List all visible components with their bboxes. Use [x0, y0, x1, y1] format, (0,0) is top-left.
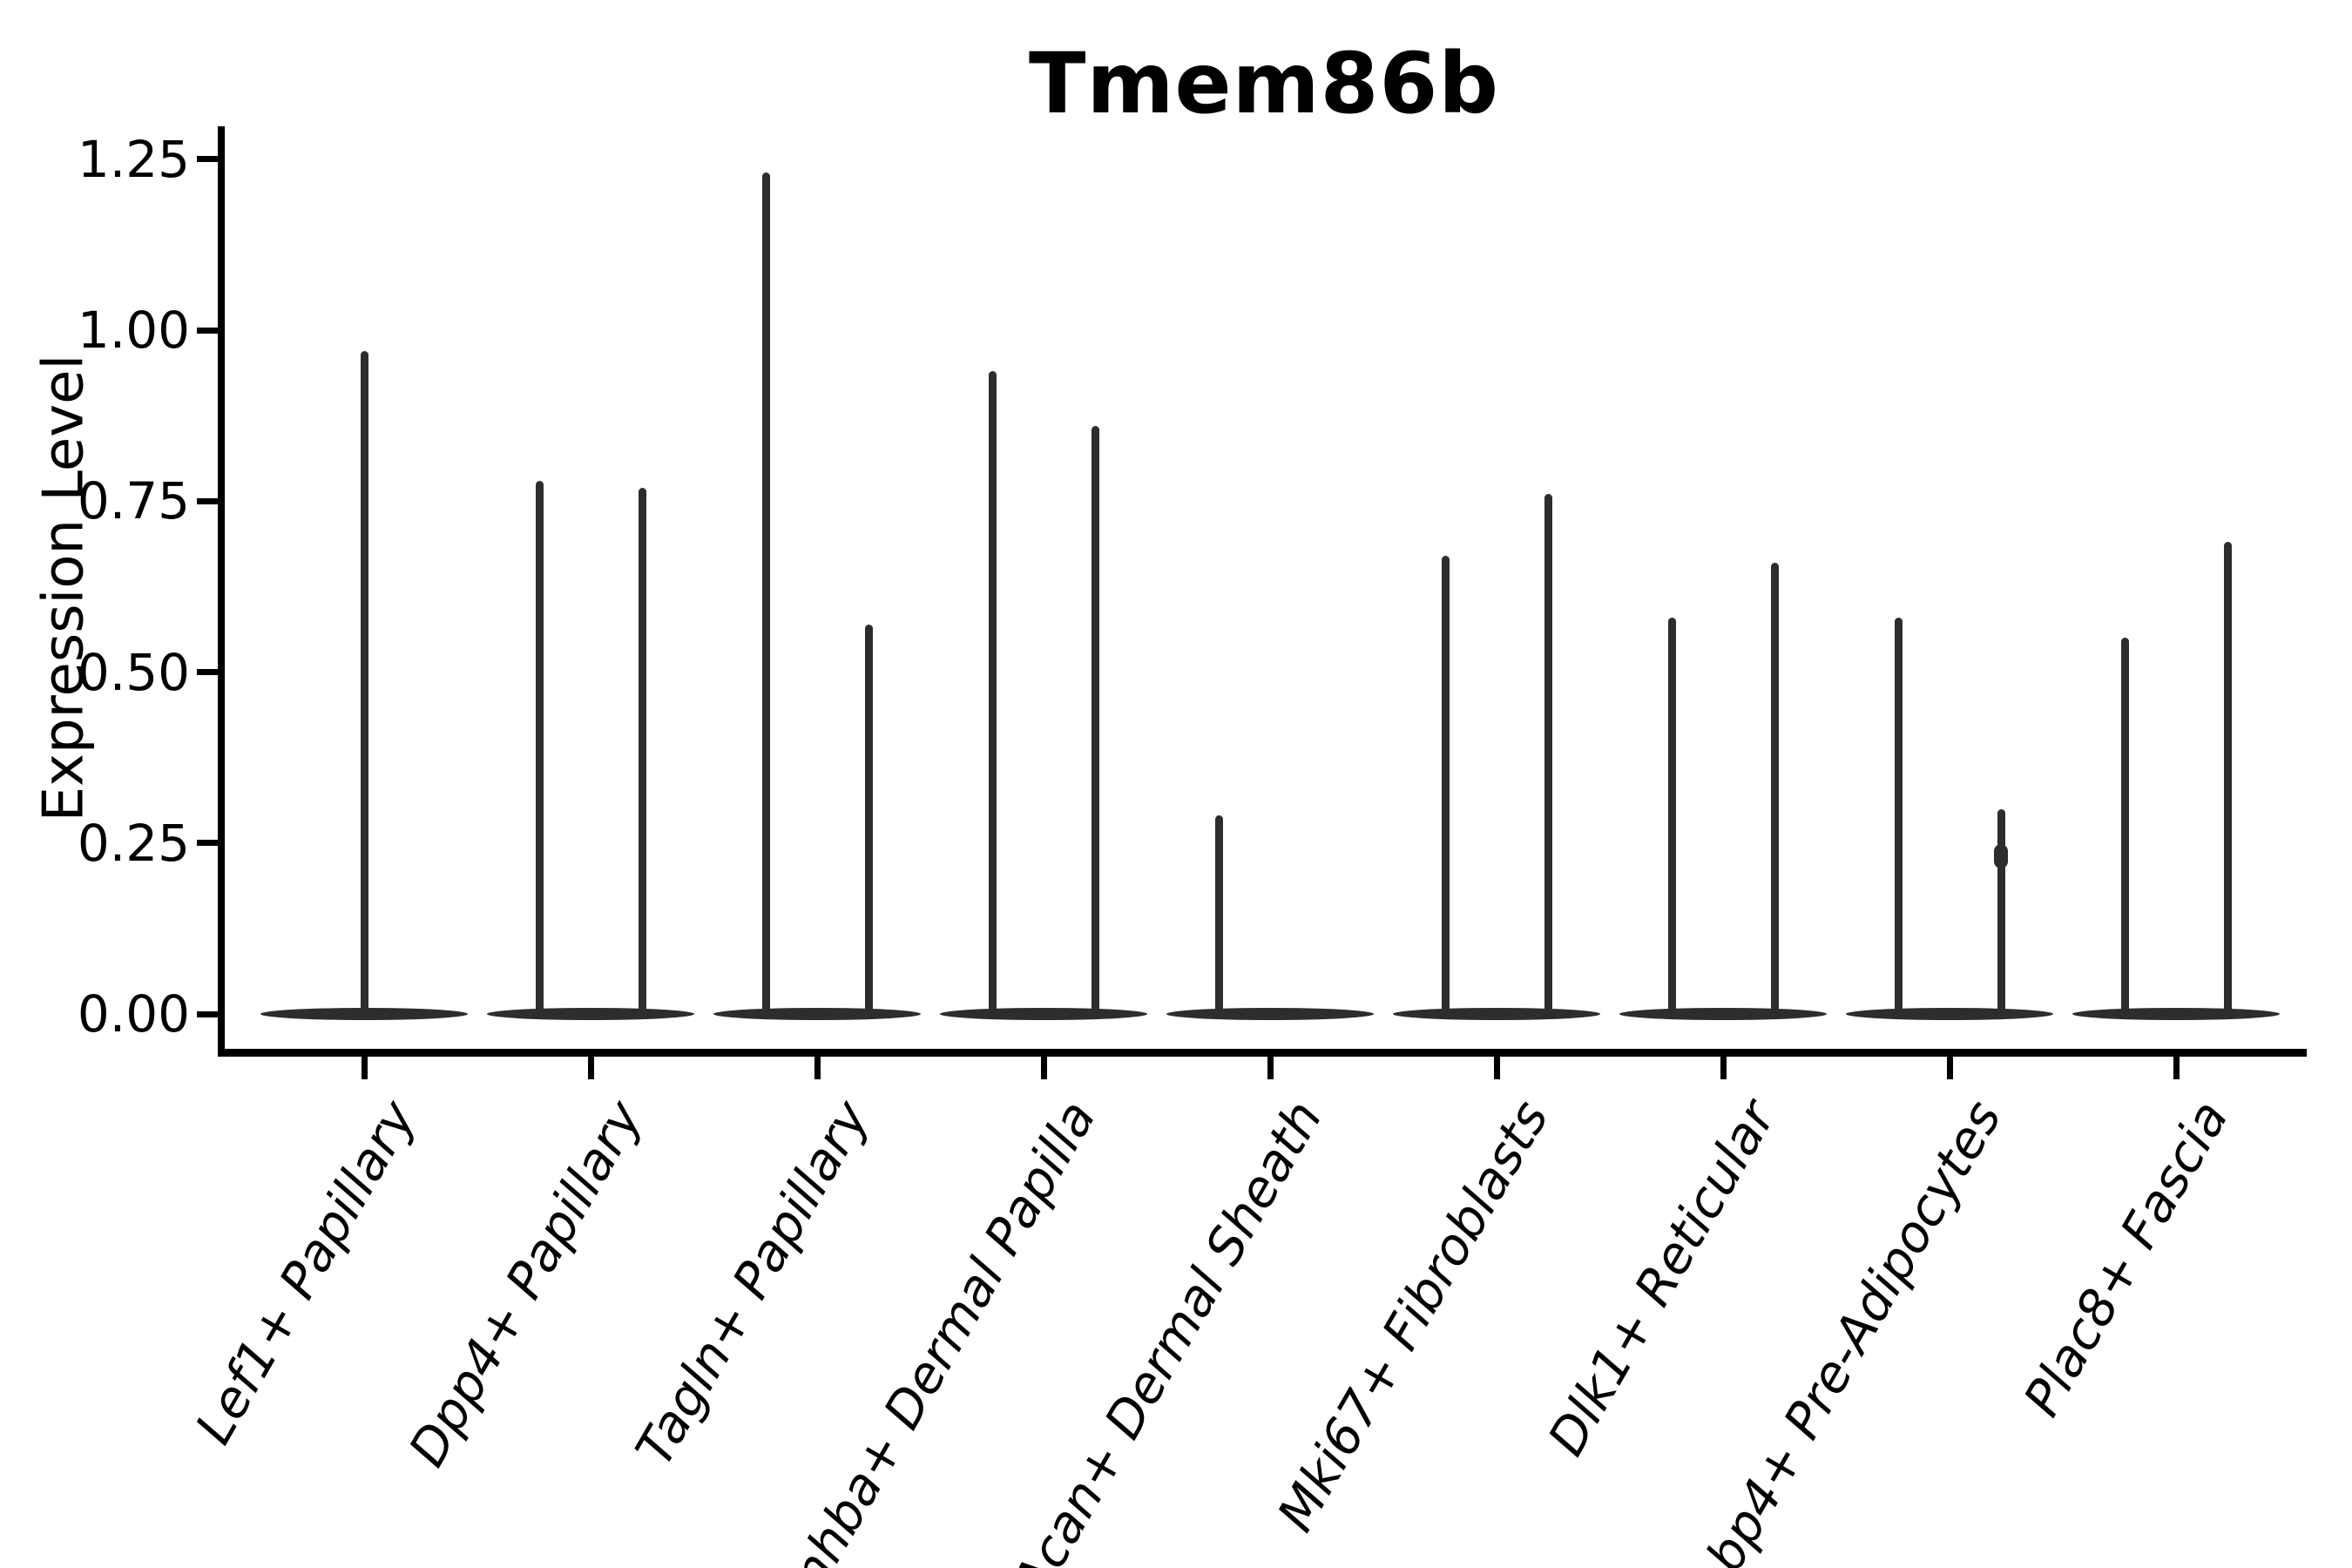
- violin-needle: [1091, 425, 1099, 1017]
- violin-base: [1393, 1008, 1600, 1020]
- x-tick: [1946, 1057, 1953, 1079]
- x-tick: [1040, 1057, 1047, 1079]
- violin-base: [2072, 1008, 2280, 1020]
- y-tick-label: 1.00: [77, 301, 190, 360]
- violin-needle: [761, 172, 770, 1017]
- violin-needle: [1214, 815, 1223, 1017]
- violin-needle: [1894, 617, 1903, 1017]
- violin-base: [1846, 1008, 2053, 1020]
- x-tick-label: Tagln+ Papillary: [624, 1091, 881, 1476]
- y-axis-label-box: Expression Level: [31, 126, 96, 1050]
- violin-base: [1166, 1008, 1374, 1020]
- x-tick-label: Dlk1+ Reticular: [1536, 1091, 1787, 1466]
- y-tick-label: 0.25: [77, 813, 190, 873]
- violin-needle: [2120, 638, 2129, 1017]
- x-axis-spine: [218, 1049, 2307, 1057]
- y-tick: [197, 327, 218, 334]
- violin-needle: [1441, 556, 1450, 1017]
- y-tick: [197, 840, 218, 847]
- x-tick: [814, 1057, 821, 1079]
- x-tick-label: Plac8+ Fascia: [2011, 1091, 2240, 1426]
- y-tick-label: 0.00: [77, 984, 190, 1044]
- x-tick: [1267, 1057, 1274, 1079]
- violin-needle: [638, 487, 646, 1017]
- violin-base: [940, 1008, 1147, 1020]
- violin-base: [487, 1008, 694, 1020]
- y-tick-label: 0.50: [77, 642, 190, 702]
- violin-needle: [1770, 562, 1779, 1017]
- violin-needle: [1544, 494, 1552, 1017]
- y-tick: [197, 497, 218, 504]
- y-tick-label: 1.25: [77, 129, 190, 189]
- y-tick: [197, 156, 218, 163]
- violin-needle: [360, 350, 368, 1017]
- violin-needle: [535, 480, 544, 1017]
- x-tick: [1720, 1057, 1727, 1079]
- violin-base: [713, 1008, 921, 1020]
- x-tick-label: Dpp4+ Papillary: [397, 1091, 654, 1477]
- y-axis-label: Expression Level: [31, 354, 96, 822]
- y-axis-spine: [218, 126, 225, 1057]
- violin-base: [1619, 1008, 1827, 1020]
- violin-needle-bump: [1994, 844, 2008, 869]
- violin-needle: [1667, 617, 1676, 1017]
- violin-needle: [2223, 542, 2232, 1017]
- y-tick-label: 0.75: [77, 471, 190, 531]
- y-tick: [197, 1010, 218, 1017]
- violin-needle: [1997, 808, 2005, 1017]
- x-tick: [361, 1057, 368, 1079]
- violin-needle: [864, 624, 873, 1017]
- x-tick: [587, 1057, 594, 1079]
- chart-title: Tmem86b: [1029, 35, 1499, 132]
- y-tick: [197, 669, 218, 675]
- x-tick: [2173, 1057, 2180, 1079]
- x-tick: [1493, 1057, 1500, 1079]
- x-tick-label: Lef1+ Papillary: [184, 1091, 428, 1454]
- violin-needle: [988, 371, 997, 1017]
